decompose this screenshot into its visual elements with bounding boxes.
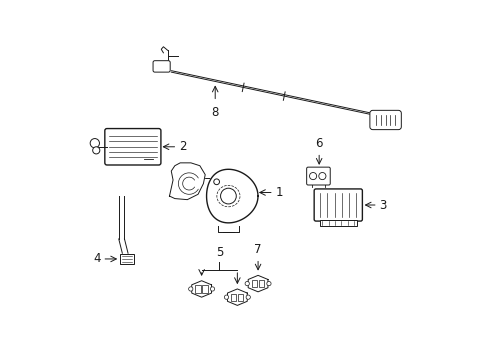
Circle shape [244, 282, 249, 286]
Bar [195, 285, 200, 293]
Bar [251, 280, 257, 287]
FancyBboxPatch shape [313, 189, 362, 221]
Bar [202, 285, 207, 293]
Text: 7: 7 [254, 243, 261, 256]
Text: 2: 2 [179, 140, 186, 153]
Circle shape [245, 295, 250, 299]
Circle shape [318, 172, 325, 180]
Polygon shape [227, 289, 247, 305]
Circle shape [220, 188, 236, 204]
Circle shape [93, 147, 100, 154]
Circle shape [213, 179, 219, 185]
Text: 5: 5 [216, 246, 224, 259]
Bar [258, 280, 264, 287]
Polygon shape [206, 169, 258, 223]
Polygon shape [169, 163, 205, 200]
FancyBboxPatch shape [153, 61, 170, 72]
Polygon shape [191, 281, 211, 297]
FancyBboxPatch shape [104, 129, 161, 165]
Text: 1: 1 [275, 186, 283, 199]
Polygon shape [248, 275, 267, 292]
Bar [230, 294, 236, 301]
Circle shape [266, 282, 270, 286]
Bar [319, 220, 356, 226]
Bar [238, 294, 243, 301]
Text: 6: 6 [315, 137, 322, 150]
FancyBboxPatch shape [369, 111, 401, 130]
Circle shape [224, 295, 228, 299]
Circle shape [210, 287, 214, 291]
Circle shape [188, 287, 193, 291]
Circle shape [90, 139, 99, 148]
Text: 4: 4 [93, 252, 101, 265]
Circle shape [309, 172, 316, 180]
Text: 8: 8 [211, 107, 219, 120]
FancyBboxPatch shape [306, 167, 329, 185]
Text: 3: 3 [379, 198, 386, 212]
Bar [120, 254, 134, 264]
